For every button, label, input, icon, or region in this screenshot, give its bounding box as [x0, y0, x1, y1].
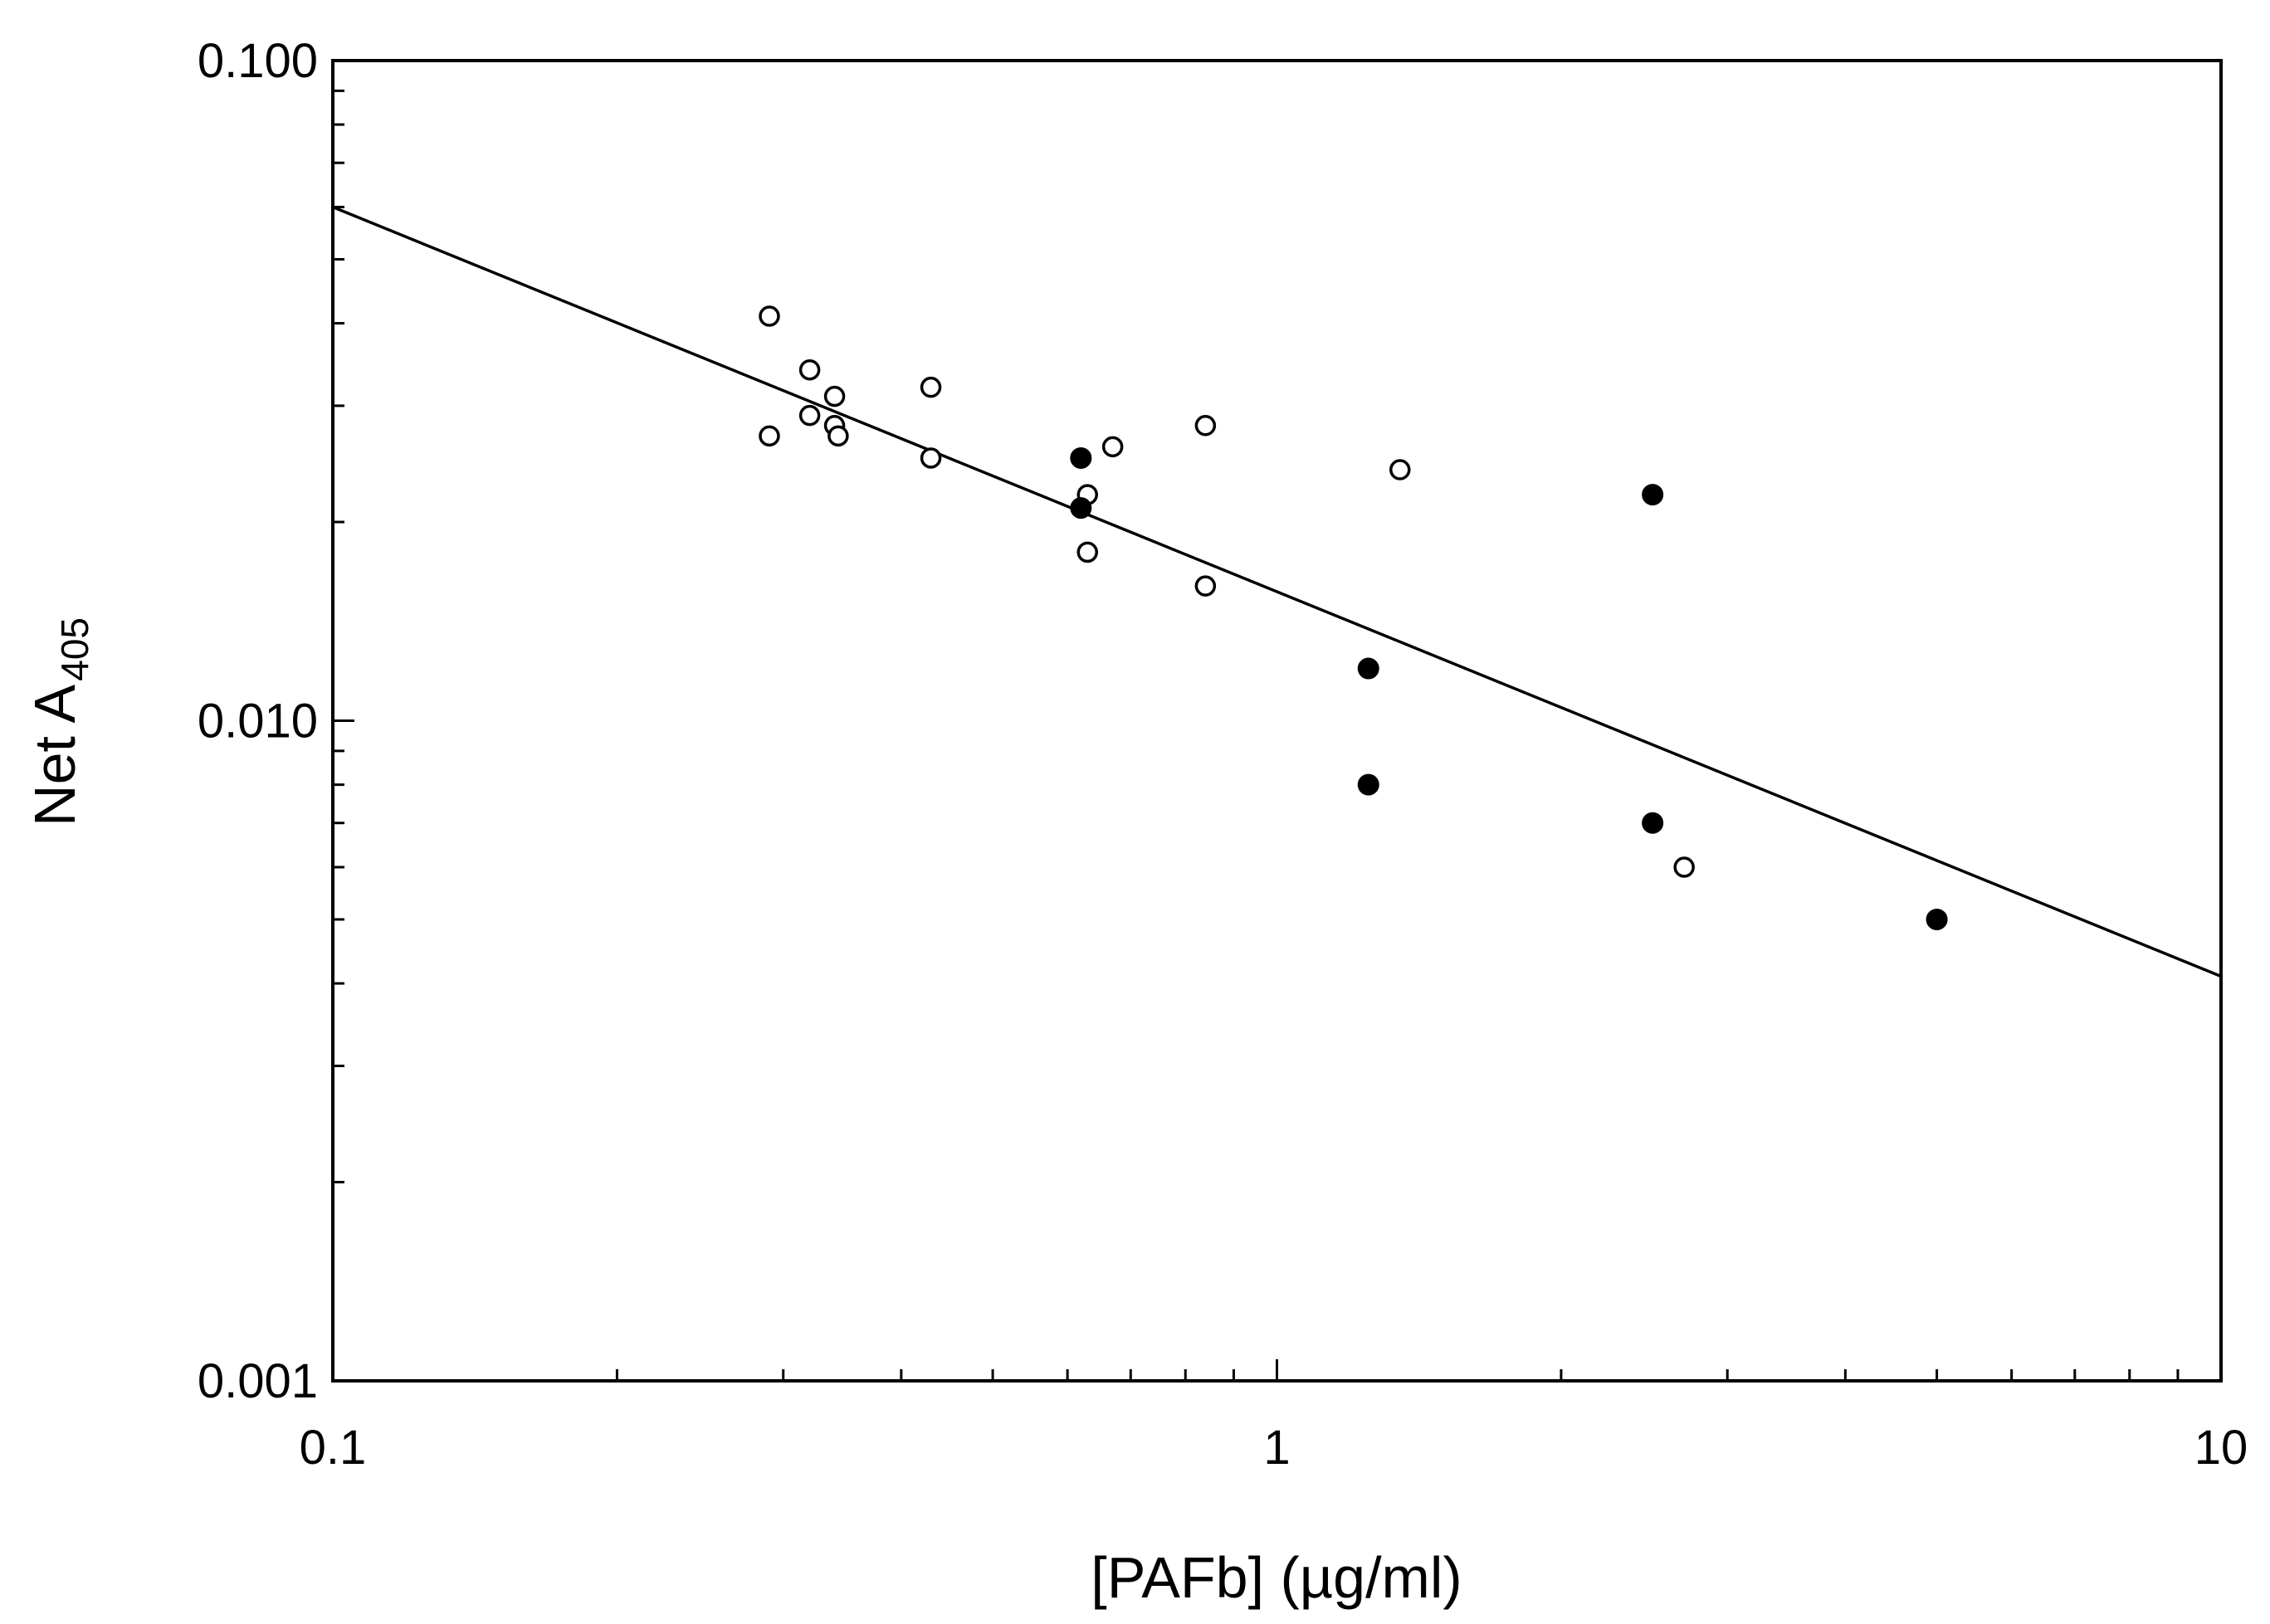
filled-data-point	[1642, 484, 1664, 506]
filled-data-point	[1070, 446, 1092, 469]
open-data-point	[1101, 436, 1124, 458]
x-axis-title: [PAFb] (µg/ml)	[1091, 1545, 1462, 1610]
data-points	[759, 305, 1948, 930]
open-data-point	[920, 447, 942, 469]
filled-data-point	[1357, 773, 1379, 796]
open-data-point	[1389, 459, 1411, 480]
filled-data-point	[1926, 908, 1948, 930]
open-data-point	[1194, 415, 1217, 436]
y-tick-label: 0.010	[198, 695, 318, 749]
y-axis-title-subscript: 405	[53, 617, 96, 681]
filled-data-point	[1070, 497, 1092, 519]
open-data-point	[1076, 541, 1098, 563]
x-tick-label: 1	[1263, 1421, 1290, 1475]
tick-labels: 0.1 1 10 0.001 0.010 0.100	[198, 34, 2248, 1475]
filled-data-point	[1357, 657, 1379, 680]
open-data-point	[759, 425, 780, 447]
open-data-point	[798, 404, 821, 427]
open-data-point	[1194, 575, 1217, 597]
x-tick-label: 0.1	[300, 1421, 367, 1475]
regression-line-group	[332, 205, 2222, 978]
open-data-point	[798, 358, 821, 381]
y-axis-title: Net A405	[22, 617, 96, 827]
filled-data-point	[1642, 812, 1664, 834]
axis-ticks	[331, 89, 2180, 1383]
regression-line	[332, 205, 2222, 978]
open-data-point	[823, 385, 846, 407]
open-data-point	[827, 425, 849, 447]
x-tick-label: 10	[2194, 1421, 2248, 1475]
y-tick-label: 0.001	[198, 1354, 318, 1408]
open-data-point	[920, 376, 942, 398]
y-axis-title-main: Net A	[22, 684, 87, 827]
open-data-point	[1673, 856, 1695, 878]
open-data-point	[759, 305, 780, 327]
plot-frame	[331, 59, 2223, 1383]
y-tick-label: 0.100	[198, 34, 318, 88]
